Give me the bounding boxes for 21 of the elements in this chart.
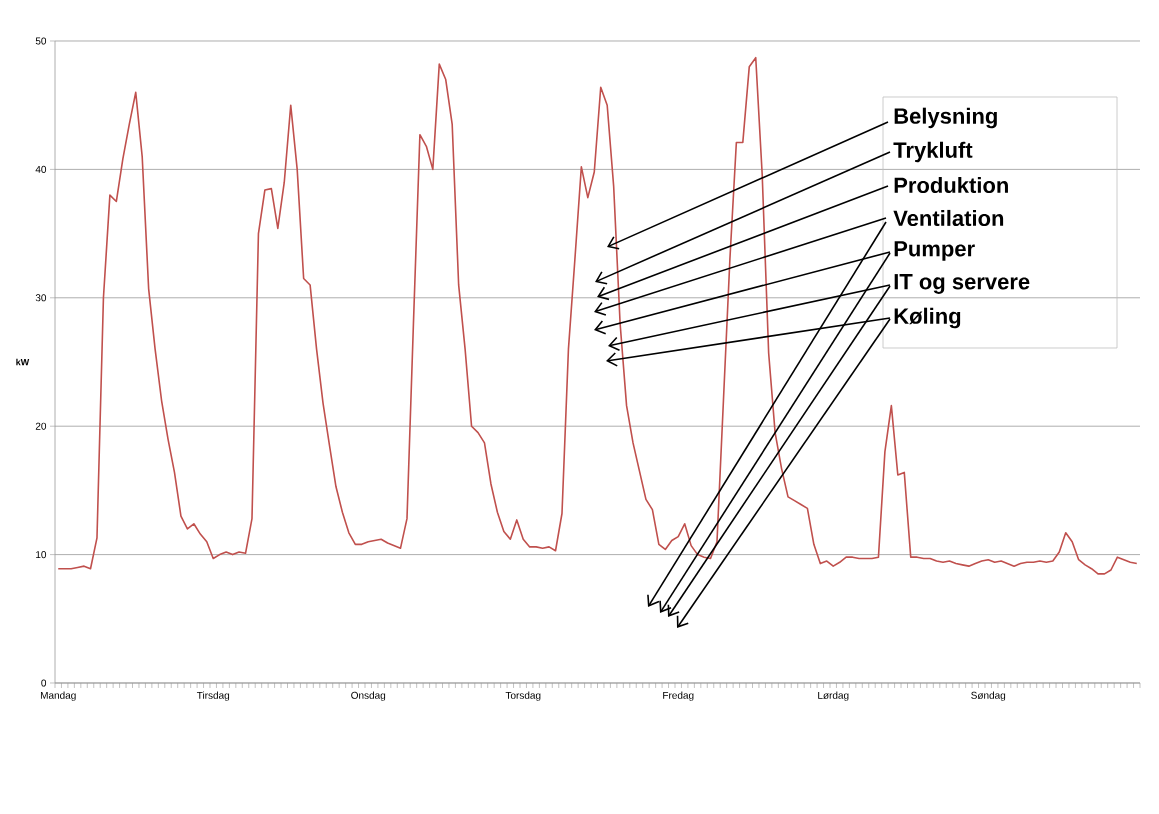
y-tick-label: 50	[35, 37, 47, 45]
x-tick-label: Fredag	[663, 691, 694, 701]
y-axis-title: kW	[16, 358, 30, 366]
y-tick-label: 30	[35, 294, 47, 302]
annotation: Trykluft	[893, 141, 973, 163]
x-tick-label: Torsdag	[505, 691, 541, 701]
x-tick-label: Onsdag	[351, 691, 386, 701]
x-tick-label: Tirsdag	[196, 691, 230, 701]
x-tick-label: Lørdag	[818, 691, 849, 701]
annotation: IT og servere	[894, 274, 1030, 294]
y-tick-label: 0	[41, 679, 47, 687]
annotation: Belysning	[894, 107, 997, 129]
y-tick-label: 10	[36, 551, 47, 559]
y-tick-label: 20	[35, 422, 47, 430]
annotation: Ventilation	[893, 209, 1004, 227]
annotation: Produktion	[894, 176, 1008, 194]
x-tick-label: Søndag	[971, 691, 1006, 701]
annotation: Køling	[894, 307, 961, 329]
x-tick-label: Mandag	[40, 691, 76, 701]
y-tick-label: 40	[35, 165, 47, 173]
annotation: Pumper	[894, 241, 975, 261]
